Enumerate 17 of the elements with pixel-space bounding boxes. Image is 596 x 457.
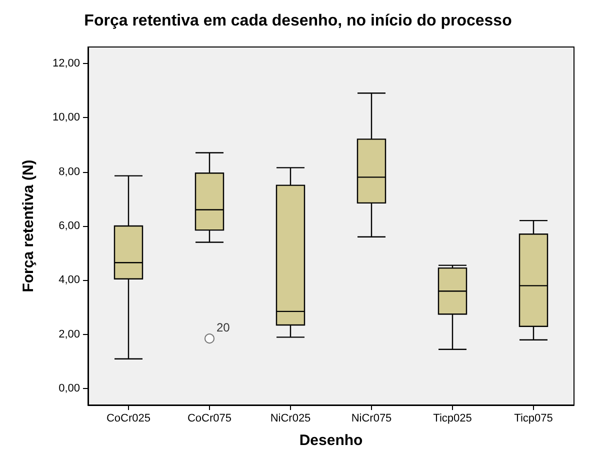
chart-title: Força retentiva em cada desenho, no início do processo — [84, 12, 512, 30]
y-tick-label: 6,00 — [58, 220, 80, 232]
x-tick-label: NiCr025 — [270, 412, 311, 424]
x-tick-label: CoCr025 — [106, 412, 151, 424]
y-tick-label: 0,00 — [58, 382, 80, 395]
y-tick-label: 8,00 — [58, 166, 80, 178]
y-tick-label: 4,00 — [58, 274, 80, 286]
y-tick-label: 2,00 — [58, 328, 80, 340]
y-tick-label: 12,00 — [52, 57, 80, 70]
x-tick-label: CoCr075 — [187, 412, 232, 424]
y-axis-title: Força retentiva (N) — [20, 160, 37, 292]
annotation: 20 — [216, 320, 230, 335]
x-tick-label: NiCr075 — [351, 412, 392, 424]
x-tick-label: Ticp025 — [433, 412, 472, 424]
y-tick-label: 10,00 — [52, 112, 80, 124]
x-axis-title: Desenho — [299, 432, 363, 449]
x-tick-label: Ticp075 — [514, 412, 553, 424]
